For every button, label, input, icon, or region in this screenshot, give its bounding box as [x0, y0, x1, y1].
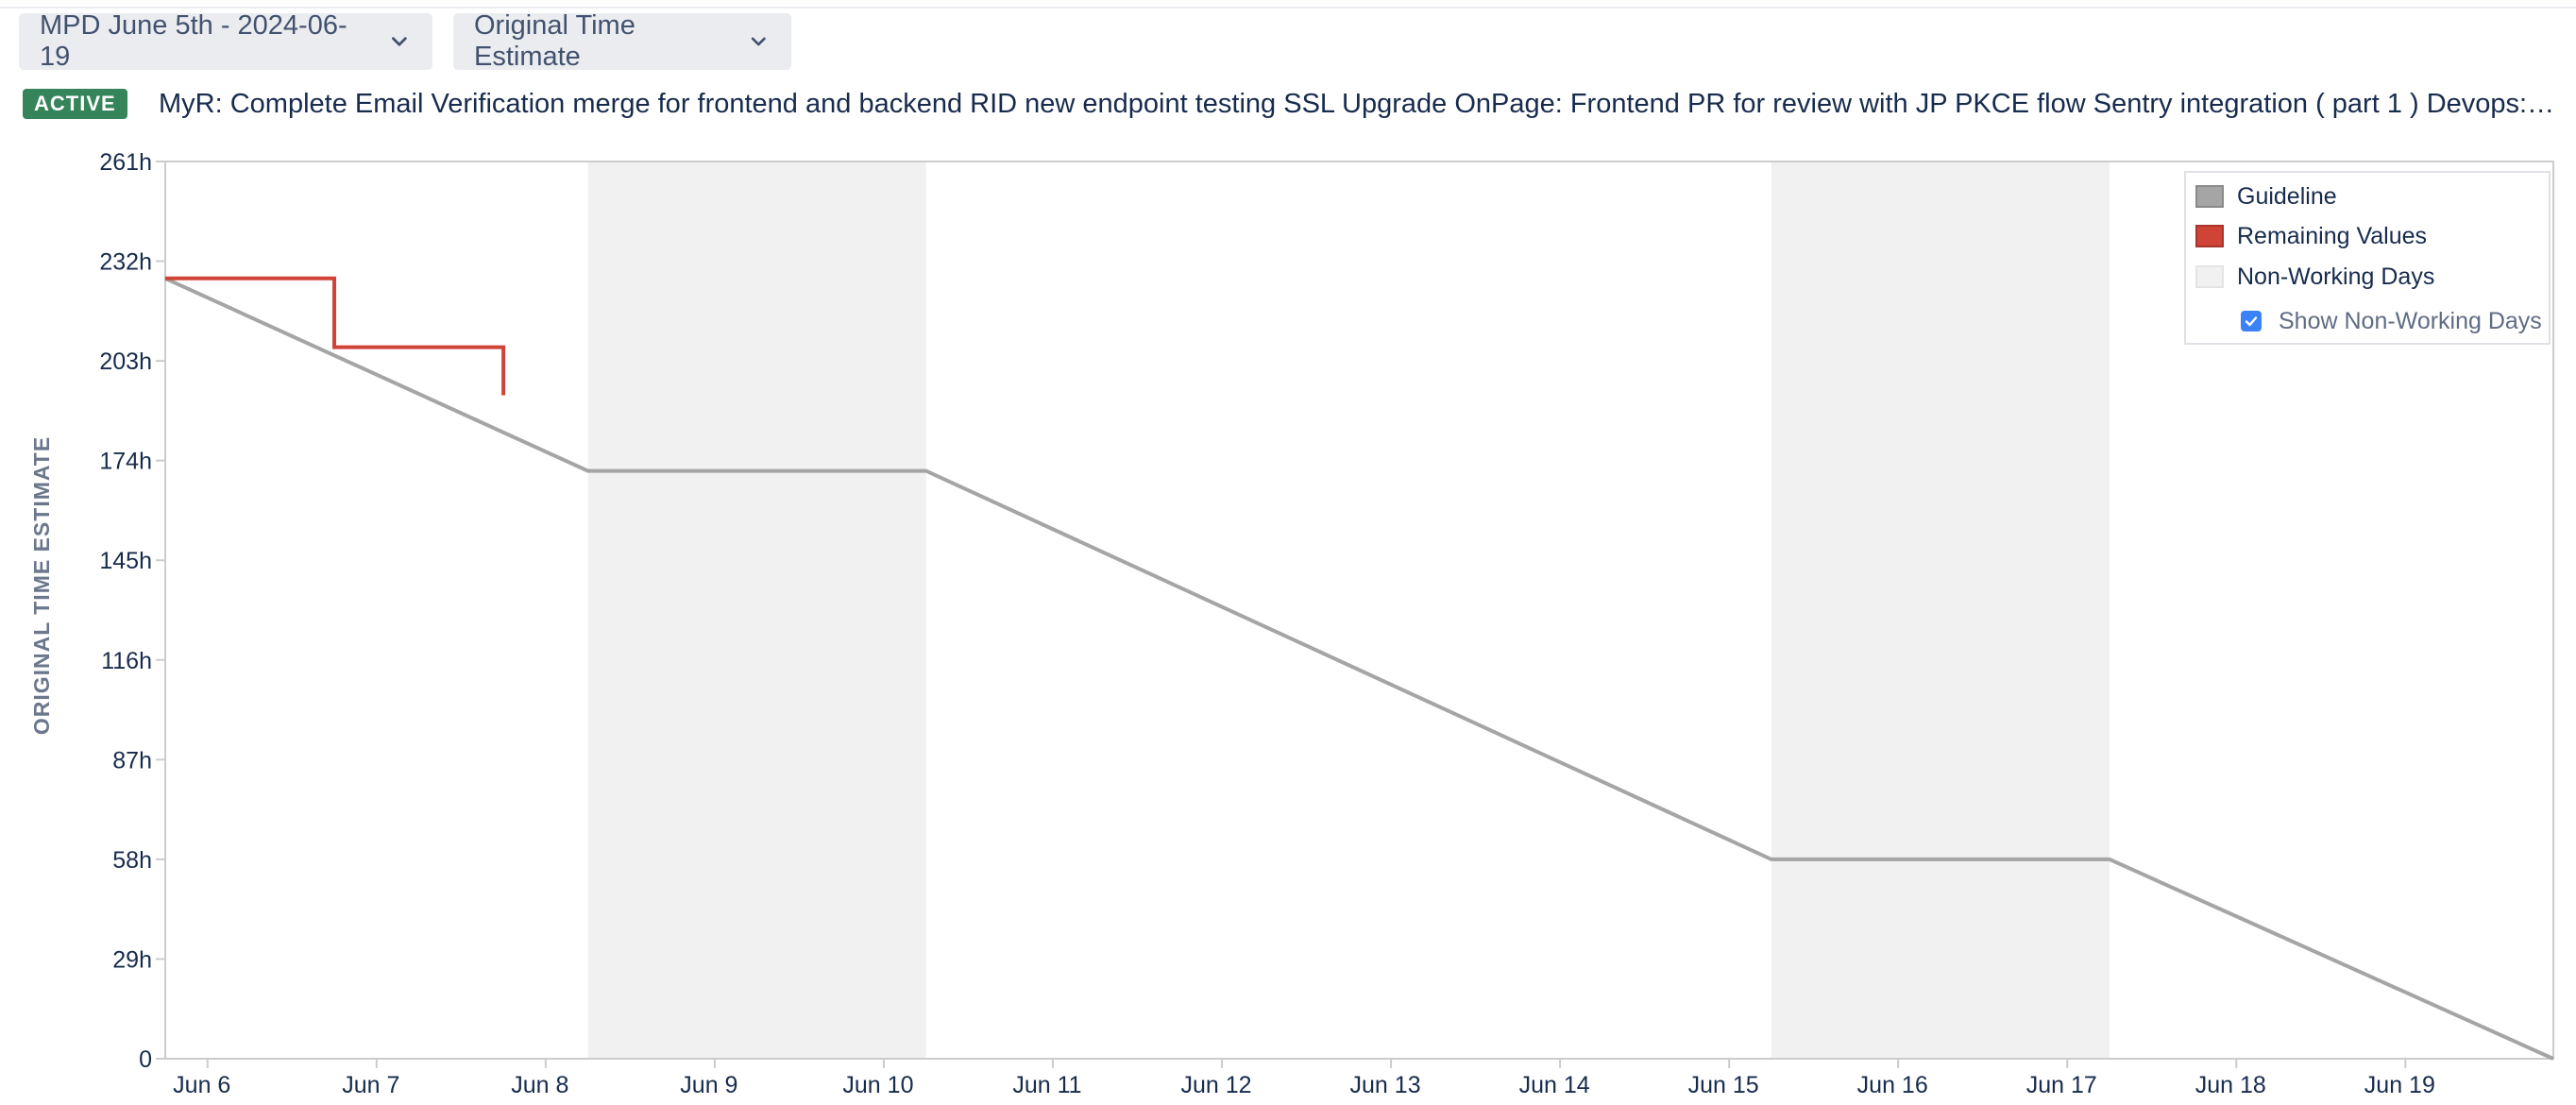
top-divider [0, 0, 2576, 8]
x-tick-label: Jun 6 [173, 1072, 230, 1098]
legend-label-non-working: Non-Working Days [2237, 263, 2435, 290]
plot-frame [164, 161, 2554, 1060]
remaining-swatch [2195, 225, 2224, 247]
y-tick-label: 0 [139, 1046, 152, 1073]
non-working-band [1771, 162, 2110, 1059]
burndown-chart: 0 29h 58h 87h 116h 145h 174h 203h 232h 261h Jun 6… [29, 149, 2554, 1098]
y-tick-label: 174h [99, 449, 152, 475]
guideline-swatch [2195, 185, 2224, 208]
estimation-select-label: Original Time Estimate [474, 10, 636, 72]
legend-item-non-working: Non-Working Days [2195, 261, 2434, 293]
x-tick-label: Jun 16 [1857, 1072, 1928, 1098]
x-tick-label: Jun 7 [342, 1072, 399, 1098]
y-tick-label: 145h [99, 548, 152, 574]
legend-item-remaining: Remaining Values [2195, 220, 2427, 252]
x-tick-label: Jun 18 [2195, 1072, 2266, 1098]
non-working-swatch [2195, 265, 2224, 288]
sprint-select-label: MPD June 5th - 2024-06-19 [40, 10, 347, 72]
chevron-down-icon [392, 37, 407, 46]
y-tick-label: 116h [101, 648, 152, 674]
sprint-select[interactable]: MPD June 5th - 2024-06-19 [19, 10, 432, 72]
status-badge: ACTIVE [23, 89, 127, 119]
x-tick-label: Jun 9 [680, 1072, 737, 1098]
x-tick-label: Jun 10 [842, 1072, 913, 1098]
y-tick-label: 232h [99, 249, 152, 276]
x-tick-label: Jun 12 [1180, 1072, 1251, 1098]
legend-item-guideline: Guideline [2195, 180, 2337, 212]
y-axis: 0 29h 58h 87h 116h 145h 174h 203h 232h 261h [99, 149, 165, 1073]
x-tick-label: Jun 19 [2364, 1072, 2435, 1098]
x-tick-label: Jun 11 [1012, 1072, 1081, 1098]
x-tick-label: Jun 13 [1350, 1072, 1421, 1098]
non-working-days-layer [587, 162, 2110, 1059]
sprint-goal: MyR: Complete Email Verification merge f… [159, 89, 2562, 119]
y-tick-label: 203h [99, 348, 152, 375]
chevron-down-icon [752, 37, 767, 46]
x-tick-label: Jun 14 [1519, 1072, 1590, 1098]
y-tick-label: 261h [99, 149, 152, 176]
x-tick-label: Jun 17 [2026, 1072, 2097, 1098]
legend-label-guideline: Guideline [2237, 182, 2337, 210]
non-working-band [587, 162, 926, 1059]
estimation-select[interactable]: Original Time Estimate [453, 10, 791, 72]
show-non-working-days-toggle[interactable]: Show Non-Working Days [2241, 305, 2542, 337]
guideline-line [164, 276, 2554, 1061]
series-layer [164, 276, 2554, 1061]
x-axis: Jun 6 Jun 7 Jun 8 Jun 9 Jun 10 Jun 11 Jun 12 Ju… [173, 1059, 2435, 1098]
checkmark-icon [2245, 316, 2258, 327]
chart-legend: Guideline Remaining Values Non-Working D… [2184, 171, 2551, 345]
show-non-working-days-label: Show Non-Working Days [2279, 307, 2542, 334]
y-tick-label: 58h [112, 847, 152, 874]
y-axis-label: ORIGINAL TIME ESTIMATE [29, 436, 54, 735]
x-tick-label: Jun 15 [1688, 1072, 1759, 1098]
y-tick-label: 87h [112, 747, 152, 774]
y-tick-label: 29h [112, 946, 152, 973]
x-tick-label: Jun 8 [511, 1072, 568, 1098]
remaining-values-line [165, 276, 506, 396]
checkbox[interactable] [2241, 311, 2262, 332]
legend-label-remaining: Remaining Values [2237, 222, 2428, 249]
